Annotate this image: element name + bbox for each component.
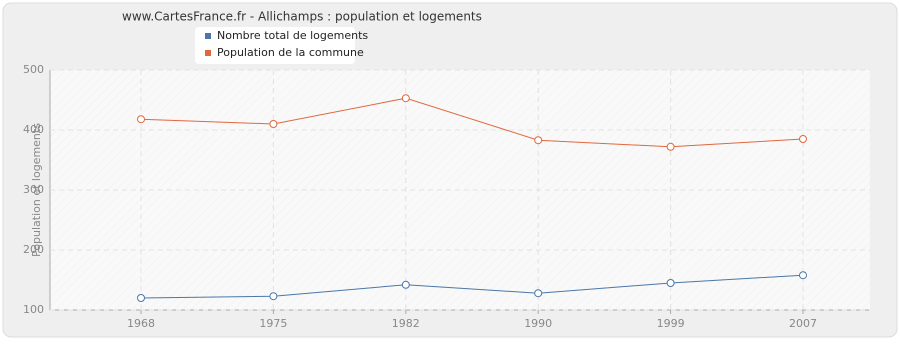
x-tick-label: 1999 [657, 317, 685, 330]
y-tick-label: 400 [23, 123, 44, 136]
legend-swatch [205, 50, 211, 56]
y-axis-label: Population et logements [30, 123, 43, 257]
y-tick-label: 200 [23, 243, 44, 256]
point [666, 142, 675, 151]
point [799, 271, 807, 280]
x-tick-label: 1982 [392, 317, 420, 330]
point [269, 120, 278, 128]
point [534, 136, 543, 145]
point [799, 135, 807, 143]
point [269, 292, 278, 301]
x-tick-label: 1975 [259, 317, 287, 330]
point [666, 279, 675, 287]
point [137, 294, 145, 302]
x-tick-label: 1990 [524, 317, 552, 330]
x-tick-label: 1968 [127, 317, 155, 330]
series-line [140, 97, 804, 148]
point [137, 115, 145, 124]
legend-label: Nombre total de logements [217, 29, 368, 42]
y-tick-label: 300 [23, 183, 44, 196]
legend-label: Population de la commune [217, 46, 364, 59]
y-tick-label: 500 [23, 63, 44, 76]
x-tick-label: 2007 [789, 317, 817, 330]
point [401, 280, 410, 289]
legend [195, 27, 355, 64]
legend-swatch [205, 33, 211, 39]
y-tick-label: 100 [23, 303, 44, 316]
point [534, 289, 543, 298]
series-line [140, 274, 804, 299]
chart-title: www.CartesFrance.fr - Allichamps : popul… [122, 10, 482, 24]
point [401, 94, 410, 103]
